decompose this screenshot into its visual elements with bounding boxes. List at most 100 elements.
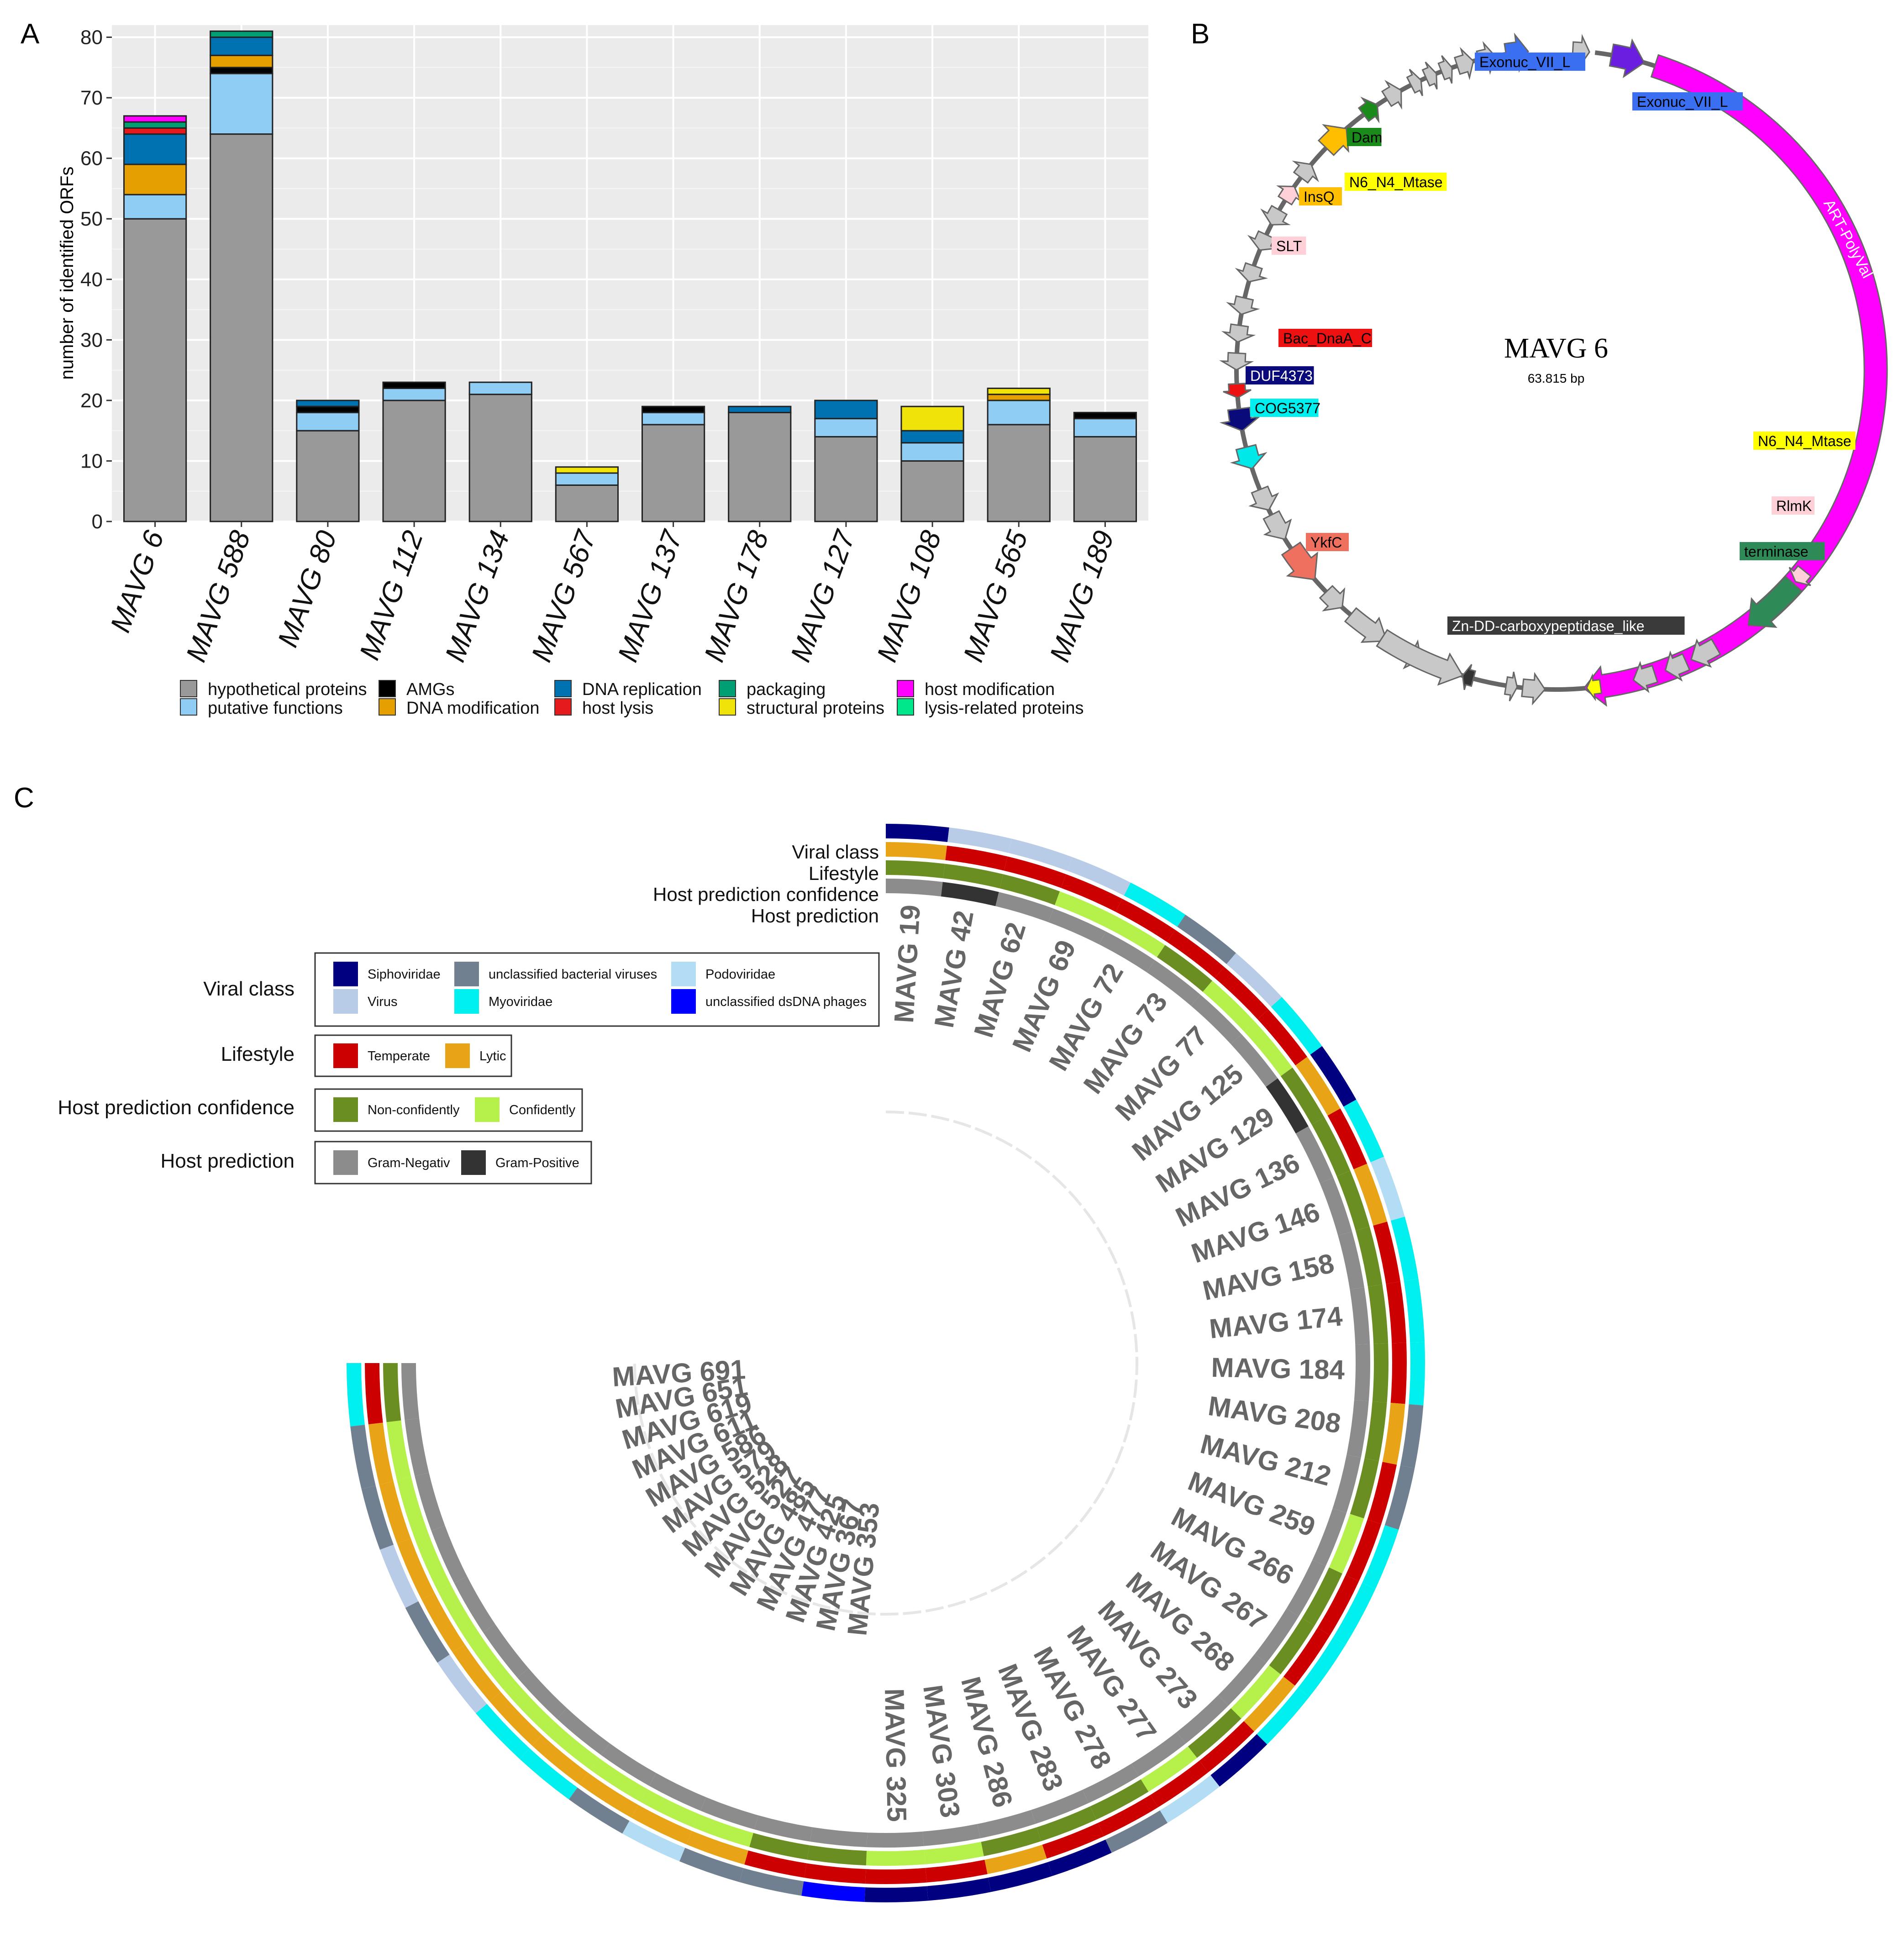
gene-hypothetical xyxy=(1219,352,1254,371)
ring-host-prediction-segment xyxy=(1332,1454,1361,1513)
y-tick-label: 0 xyxy=(92,511,103,533)
ring-host-prediction-segment xyxy=(1231,1034,1278,1087)
ring-viral-class-segment xyxy=(1008,838,1073,871)
legend-swatch xyxy=(671,962,696,986)
bar-segment xyxy=(900,430,964,444)
ring-host-prediction-segment xyxy=(1354,1344,1370,1401)
legend-swatch xyxy=(454,962,479,986)
y-tick-label: 60 xyxy=(80,147,103,170)
bar-segment xyxy=(900,405,964,432)
ring-host-confidence-segment xyxy=(1372,1343,1389,1403)
bar-segment xyxy=(382,387,446,401)
ring-viral-class-segment xyxy=(1343,1099,1384,1163)
bar-segment xyxy=(123,127,187,135)
track-label: Host prediction confidence xyxy=(653,884,879,905)
panel-label-c: C xyxy=(14,782,34,814)
ring-host-confidence-segment xyxy=(414,1532,451,1591)
gene-hypothetical xyxy=(1262,510,1292,540)
track-label: Lifestyle xyxy=(809,863,879,884)
gene-hypothetical xyxy=(1632,661,1659,693)
ring-host-confidence-segment xyxy=(383,1363,401,1422)
legend-swatch xyxy=(333,989,358,1014)
feature-label-box xyxy=(1753,432,1856,450)
bar-segment xyxy=(468,394,532,522)
bar-segment xyxy=(296,400,360,407)
legend-swatch xyxy=(671,989,696,1014)
ring-host-prediction-segment xyxy=(1350,1287,1370,1345)
ring-host-confidence-segment xyxy=(438,1585,480,1643)
ring-lifestyle-segment xyxy=(452,1644,501,1702)
legend-label: Podoviridae xyxy=(705,967,775,982)
ring-host-confidence-segment xyxy=(943,864,1004,889)
gene-dam xyxy=(1357,96,1380,124)
ring-host-prediction-segment xyxy=(922,1824,980,1846)
ring-viral-class-segment xyxy=(361,1485,394,1550)
ring-viral-class-segment xyxy=(801,1881,865,1902)
ring-lifestyle-segment xyxy=(925,1859,988,1883)
ring-host-prediction-segment xyxy=(1176,1695,1229,1744)
ring-viral-class-segment xyxy=(1124,882,1186,927)
feature-label: DUF4373 xyxy=(1250,368,1313,384)
feature-label: terminase xyxy=(1744,543,1809,560)
genome-label: MAVG 19 xyxy=(889,904,926,1023)
ring-host-confidence-segment xyxy=(1355,1227,1383,1287)
bar-segment xyxy=(555,472,619,486)
legend-label: putative functions xyxy=(208,699,343,718)
bar-segment xyxy=(210,67,274,74)
ring-lifestyle-segment xyxy=(744,1850,807,1878)
ring-viral-class-segment xyxy=(1370,1157,1405,1221)
legend-label: Gram-Negativ xyxy=(368,1156,450,1170)
ring-host-confidence-segment xyxy=(981,1827,1041,1856)
legend-swatch xyxy=(554,680,572,697)
ring-viral-class-segment xyxy=(1210,1734,1268,1787)
ring-viral-class-segment xyxy=(1160,1775,1220,1823)
legend-box xyxy=(314,1088,583,1132)
ring-lifestyle-segment xyxy=(1199,1721,1254,1773)
bar-segment xyxy=(987,424,1051,522)
ring-viral-class-segment xyxy=(1067,857,1131,896)
ring-host-confidence-segment xyxy=(397,1477,428,1538)
ring-viral-class-segment xyxy=(927,1877,991,1901)
ring-lifestyle-segment xyxy=(1327,1108,1368,1169)
ring-lifestyle-segment xyxy=(945,845,1008,871)
legend-label: Temperate xyxy=(368,1049,430,1064)
ring-host-confidence-segment xyxy=(1036,1806,1096,1842)
bar-segment xyxy=(1073,436,1137,522)
gene-hypothetical-large xyxy=(1376,629,1464,686)
feature-label-box xyxy=(1278,329,1372,347)
feature-label-box xyxy=(1632,92,1743,111)
legend-swatch xyxy=(180,680,197,697)
ring-host-prediction-segment xyxy=(810,1827,868,1848)
legend-label: unclassified bacterial viruses xyxy=(489,967,657,982)
ring-viral-class-segment xyxy=(864,1886,928,1902)
track-label: Viral class xyxy=(792,841,879,863)
ring-host-prediction-segment xyxy=(941,882,999,906)
feature-label: Dam xyxy=(1352,129,1383,146)
legend-swatch xyxy=(333,962,358,986)
bar-segment xyxy=(728,411,792,522)
bar-segment xyxy=(814,418,878,437)
ring-viral-class-segment xyxy=(1362,1525,1399,1589)
legend-swatch xyxy=(897,680,914,697)
y-axis-label: number of identified ORFs xyxy=(57,167,77,380)
ring-viral-class-segment xyxy=(1310,1046,1357,1107)
legend-box xyxy=(314,1034,512,1077)
ring-host-confidence-segment xyxy=(807,1845,867,1866)
ring-viral-class-segment xyxy=(1177,915,1236,964)
ring-host-confidence-segment xyxy=(1054,891,1114,928)
ring-host-confidence-segment xyxy=(544,1721,599,1770)
gene-rlmk xyxy=(1788,565,1812,586)
gene-n6-mtase-small xyxy=(1586,673,1603,701)
bar-segment xyxy=(210,30,274,38)
legend-label: Confidently xyxy=(509,1103,576,1117)
ring-lifestyle-segment xyxy=(865,1868,927,1884)
gene-hypothetical xyxy=(1248,485,1279,511)
ring-host-confidence-segment xyxy=(1203,980,1255,1032)
ring-lifestyle-segment xyxy=(1346,1519,1382,1581)
ring-host-prediction-segment xyxy=(649,1773,706,1811)
gene-hypothetical xyxy=(1664,650,1691,682)
feature-label-box xyxy=(1306,533,1349,551)
ring-viral-class-segment xyxy=(885,824,949,842)
ring-viral-class-segment xyxy=(1333,1582,1376,1645)
